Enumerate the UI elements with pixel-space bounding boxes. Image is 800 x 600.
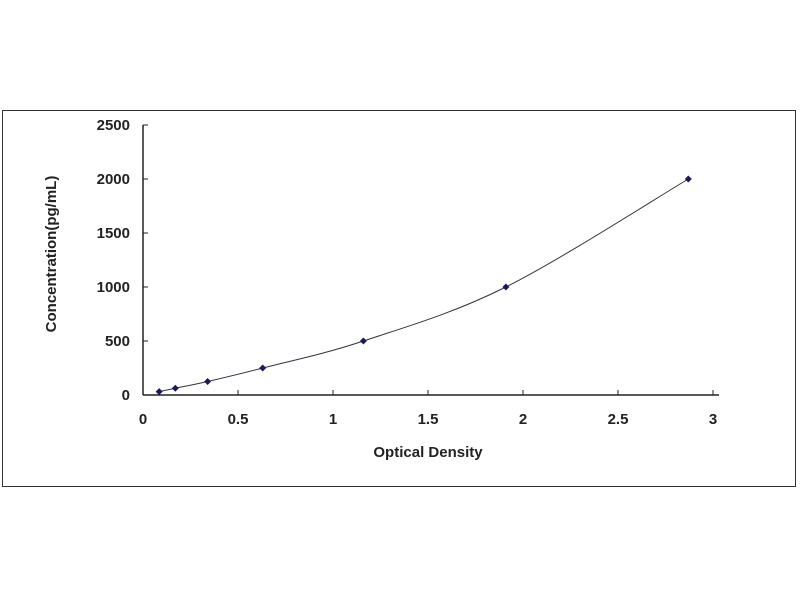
data-point xyxy=(171,384,179,392)
y-tick-label: 2500 xyxy=(97,117,130,134)
data-point xyxy=(204,378,212,385)
y-tick-label: 0 xyxy=(122,387,130,404)
x-tick-label: 0 xyxy=(139,411,147,428)
data-point xyxy=(155,388,163,396)
x-tick-label: 1.5 xyxy=(418,411,439,428)
data-point xyxy=(684,175,692,183)
x-tick-label: 1 xyxy=(329,411,337,428)
x-tick-label: 3 xyxy=(709,411,717,428)
y-tick-label: 2000 xyxy=(97,171,130,188)
x-tick-label: 2.5 xyxy=(608,411,629,428)
data-point xyxy=(359,337,367,345)
chart-frame xyxy=(2,110,796,487)
y-tick-label: 1000 xyxy=(97,279,130,296)
data-point xyxy=(259,364,267,372)
y-tick-label: 1500 xyxy=(97,225,130,242)
y-tick-label: 500 xyxy=(105,333,130,350)
x-axis-label: Optical Density xyxy=(373,444,483,461)
trend-curve xyxy=(159,178,689,393)
x-tick-label: 0.5 xyxy=(228,411,249,428)
x-tick-label: 2 xyxy=(519,411,527,428)
y-axis-label: Concentration(pg/mL) xyxy=(43,176,60,333)
data-point xyxy=(502,283,510,291)
